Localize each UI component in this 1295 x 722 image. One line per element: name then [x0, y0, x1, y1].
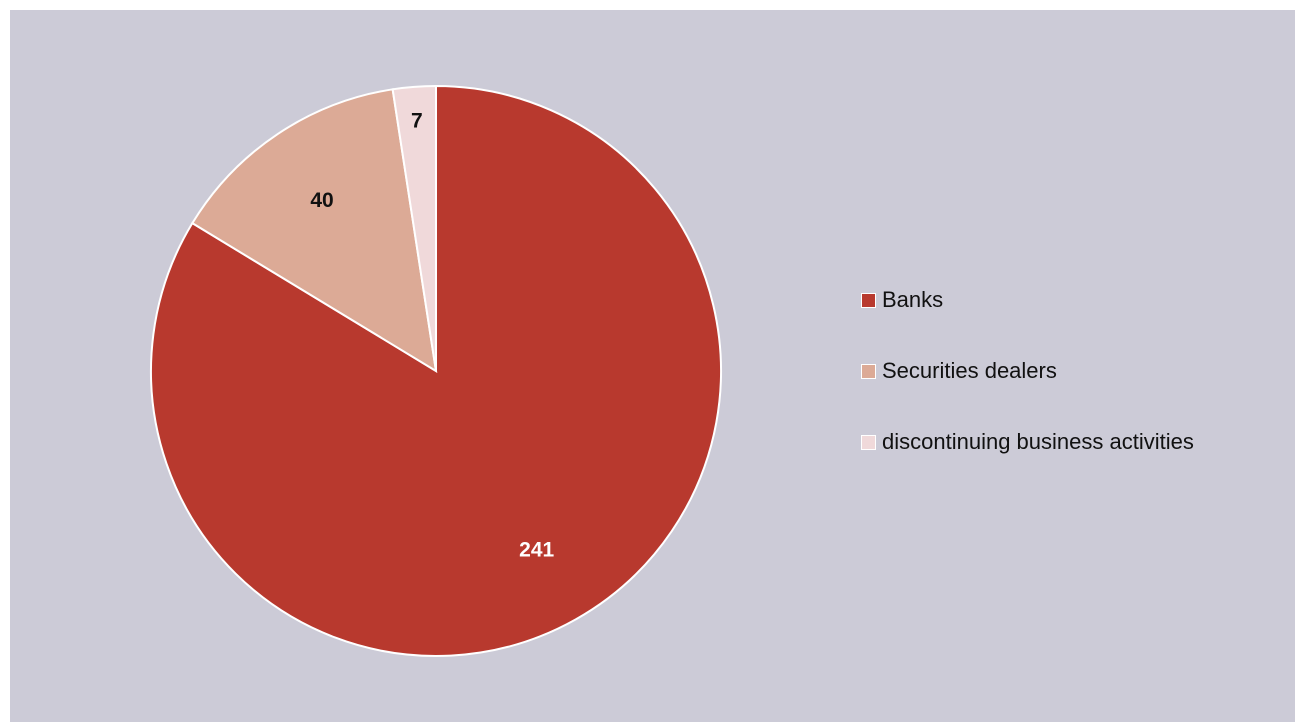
chart-panel: 241 40 7 Banks Securities dealers discontinu… — [10, 10, 1295, 722]
slice-value-label-securities-dealers: 40 — [310, 189, 333, 212]
legend-label: Banks — [882, 287, 944, 312]
slice-value-label-discontinuing-business-activities: 7 — [411, 109, 423, 132]
slice-value-label-banks: 241 — [519, 538, 554, 561]
legend-swatch — [861, 434, 876, 450]
pie-slice-securities-dealers — [190, 88, 438, 373]
legend-label: discontinuing business activities — [882, 429, 1194, 454]
legend-item-discontinuing-business-activities: discontinuing business activities — [861, 429, 1194, 454]
legend-label: Securities dealers — [882, 358, 1057, 383]
pie-chart: 241 40 7 — [150, 84, 722, 657]
legend-swatch — [861, 292, 876, 308]
pie-slice-discontinuing-business-activities — [391, 84, 437, 372]
legend: Banks Securities dealers discontinuing bus… — [861, 287, 1194, 501]
legend-item-banks: Banks — [861, 287, 1194, 312]
legend-item-securities-dealers: Securities dealers — [861, 358, 1194, 383]
legend-swatch — [861, 363, 876, 379]
